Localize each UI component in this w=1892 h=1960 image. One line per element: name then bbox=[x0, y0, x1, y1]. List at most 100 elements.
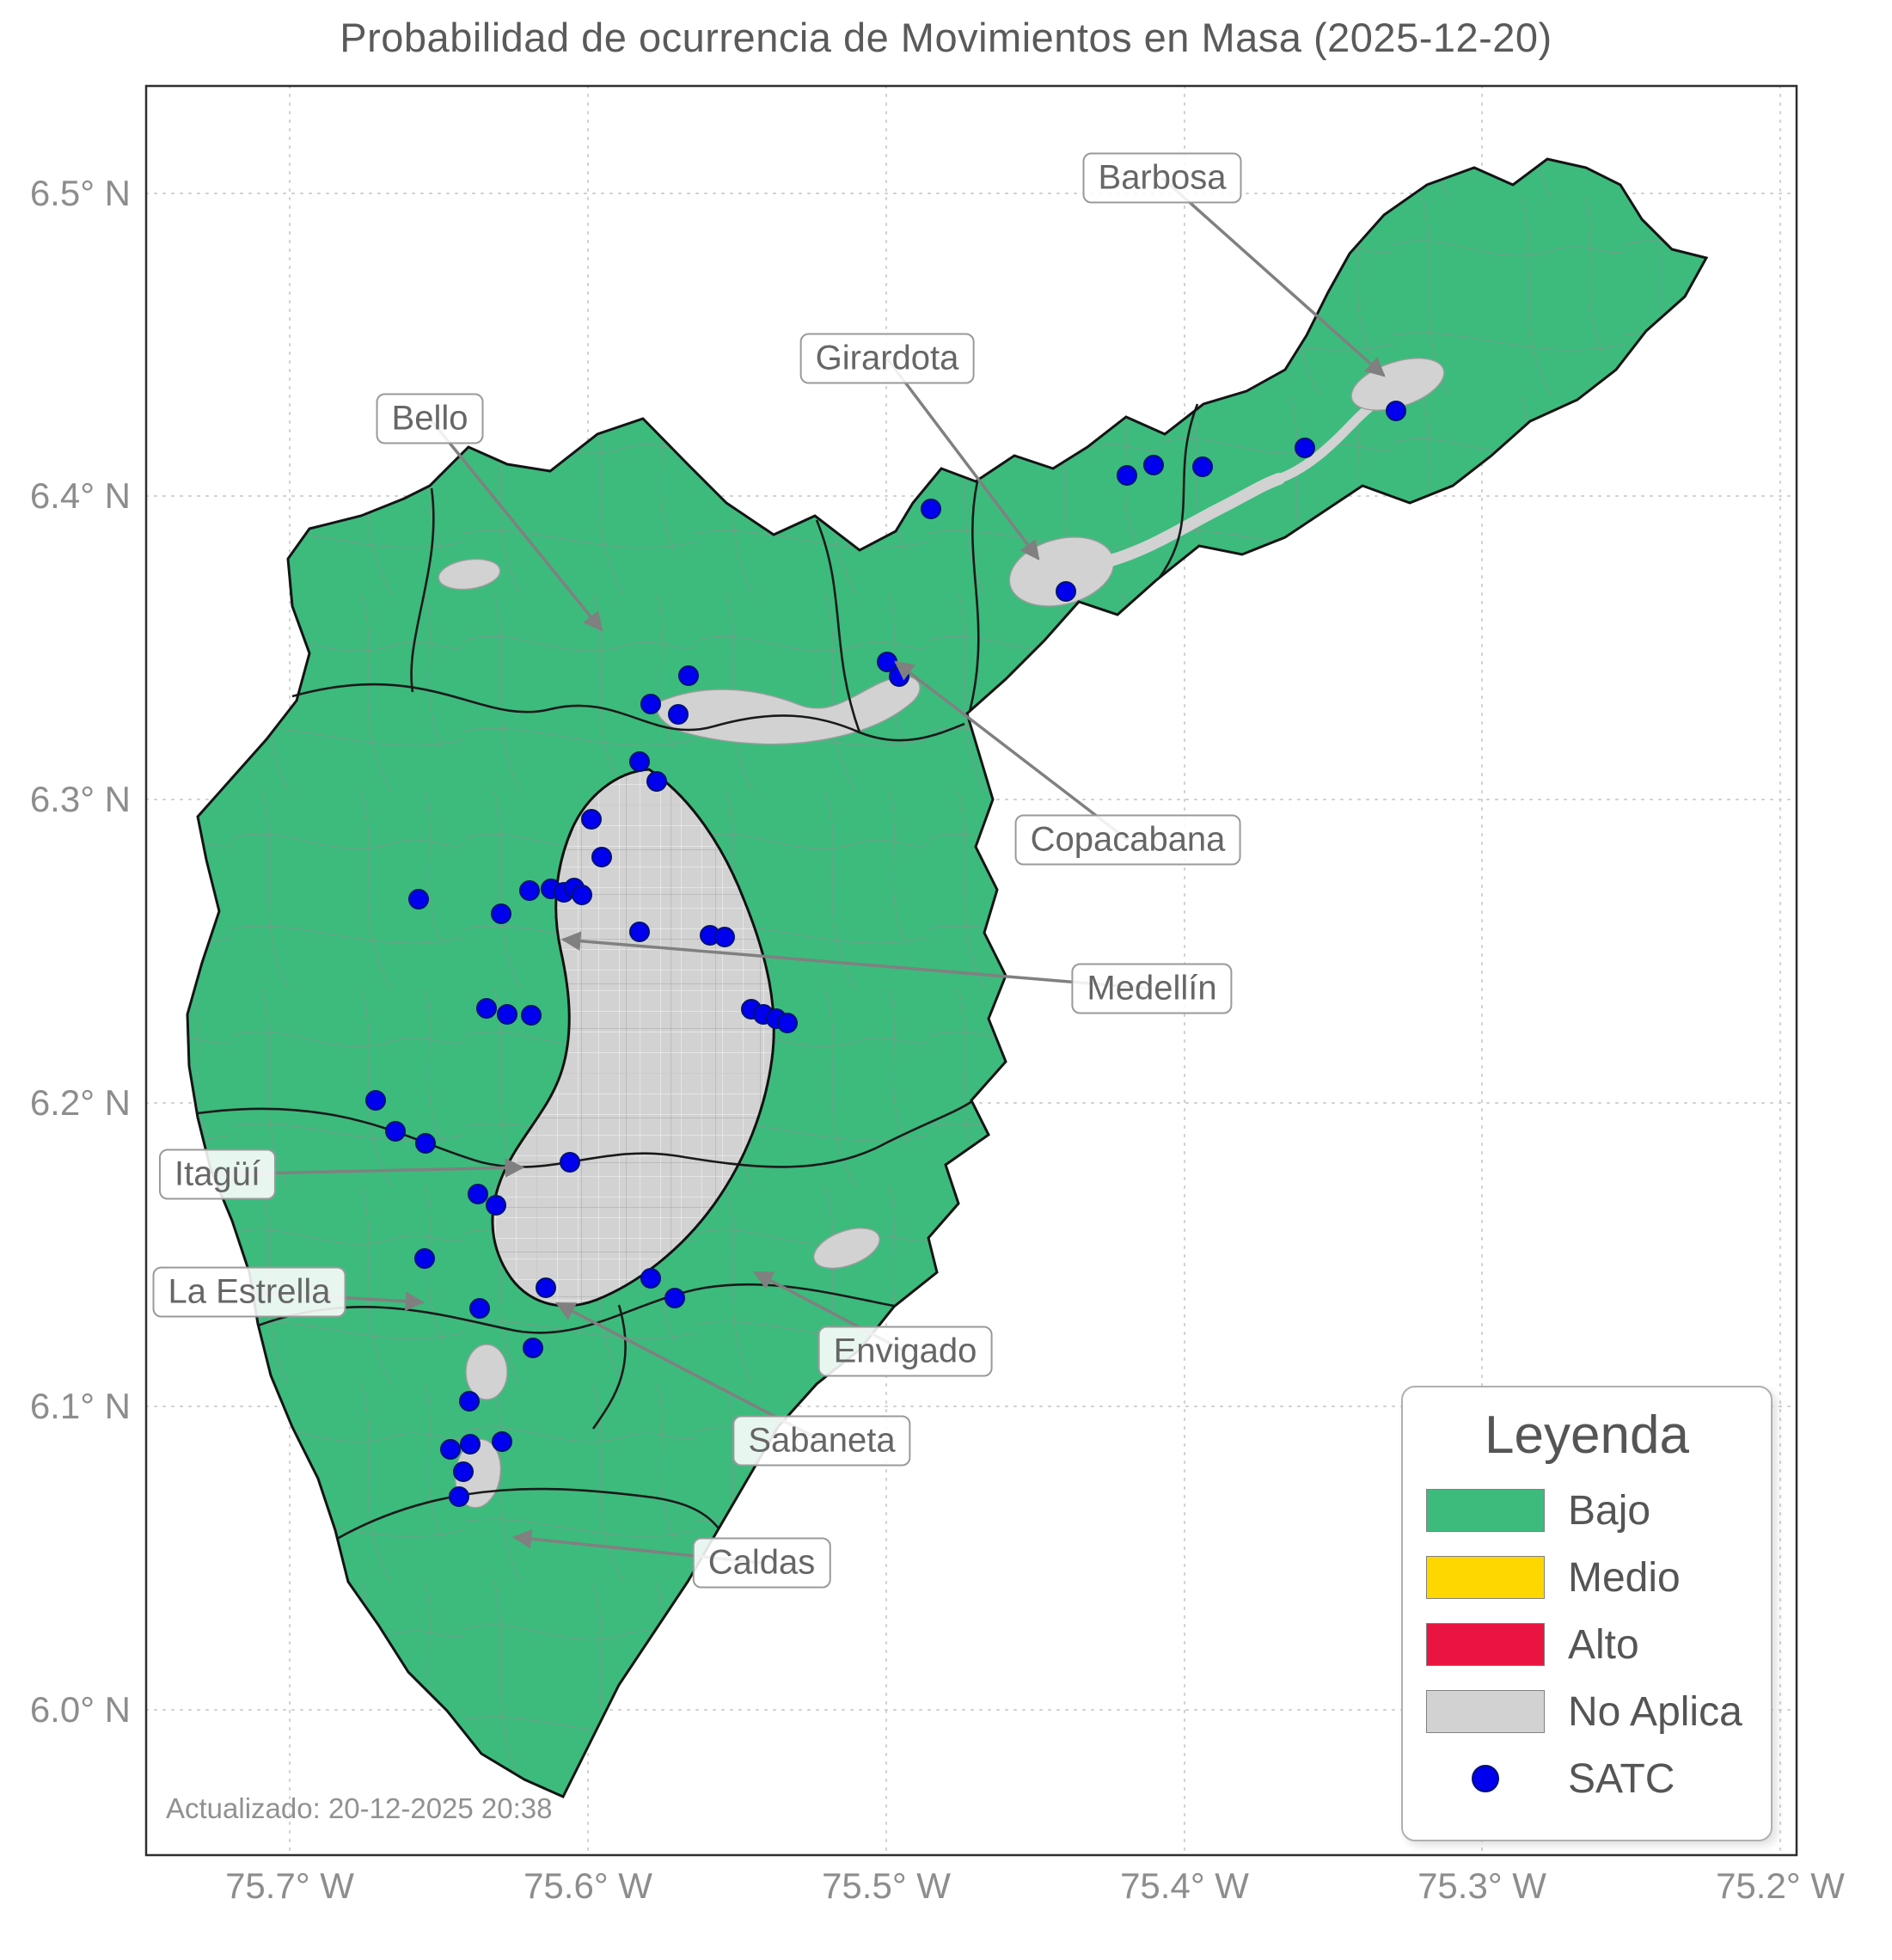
legend-item-satc: SATC bbox=[1425, 1755, 1771, 1802]
satc-point bbox=[449, 1486, 469, 1507]
satc-point bbox=[714, 927, 735, 947]
place-label-bello: Bello bbox=[376, 393, 484, 444]
legend-swatch-bajo bbox=[1426, 1489, 1545, 1532]
region-map bbox=[186, 157, 1708, 1798]
plot-frame bbox=[144, 84, 1798, 1857]
legend-item-bajo: Bajo bbox=[1425, 1487, 1771, 1534]
y-tick-label: 6.0° N bbox=[29, 1689, 131, 1730]
satc-point bbox=[1295, 438, 1315, 458]
satc-point bbox=[385, 1121, 406, 1142]
satc-point bbox=[415, 1133, 436, 1154]
place-label-sabaneta: Sabaneta bbox=[732, 1415, 911, 1467]
satc-point bbox=[440, 1439, 461, 1460]
x-tick-label: 75.7° W bbox=[225, 1865, 354, 1906]
urban-patch-envigado-east bbox=[813, 1228, 880, 1269]
legend-swatch-wrap bbox=[1425, 1556, 1546, 1599]
satc-point bbox=[497, 1004, 517, 1025]
satc-point bbox=[469, 1298, 490, 1319]
satc-point bbox=[640, 1268, 661, 1289]
satc-point bbox=[492, 1431, 512, 1452]
satc-point bbox=[664, 1288, 685, 1308]
x-tick-label: 75.5° W bbox=[822, 1865, 951, 1906]
place-label-itagui: Itagüí bbox=[158, 1148, 277, 1200]
satc-point bbox=[459, 1391, 480, 1412]
satc-point bbox=[629, 751, 650, 772]
legend-label-medio: Medio bbox=[1568, 1554, 1681, 1601]
annotation-arrow-girardota bbox=[885, 357, 1040, 560]
satc-point bbox=[523, 1338, 543, 1358]
place-label-barbosa: Barbosa bbox=[1082, 152, 1242, 204]
legend-swatch-wrap bbox=[1425, 1623, 1546, 1666]
legend-item-medio: Medio bbox=[1425, 1554, 1771, 1601]
place-label-girardota: Girardota bbox=[799, 333, 975, 384]
annotation-arrow-bello bbox=[428, 417, 603, 632]
place-label-copacabana: Copacabana bbox=[1014, 814, 1241, 866]
satc-point bbox=[521, 1005, 542, 1026]
satc-point bbox=[408, 889, 429, 910]
y-tick-label: 6.4° N bbox=[29, 475, 131, 516]
satc-points-layer bbox=[365, 401, 1406, 1507]
satc-point bbox=[1386, 401, 1406, 421]
annotation-arrow-barbosa bbox=[1160, 176, 1386, 377]
satc-point bbox=[1143, 455, 1164, 475]
x-tick-label: 75.3° W bbox=[1417, 1865, 1546, 1906]
legend-swatch-wrap bbox=[1425, 1489, 1546, 1532]
legend-label-satc: SATC bbox=[1568, 1755, 1675, 1802]
satc-point bbox=[460, 1434, 481, 1455]
satc-point bbox=[519, 880, 540, 901]
y-tick-label: 6.2° N bbox=[29, 1082, 131, 1123]
annotation-arrow-medellin bbox=[560, 931, 1153, 990]
urban-patch-northwest bbox=[438, 558, 501, 591]
satc-point bbox=[560, 1152, 580, 1173]
satc-point bbox=[629, 922, 650, 942]
satc-point bbox=[678, 665, 699, 686]
satc-point bbox=[921, 499, 941, 519]
urban-patch-la-estrella bbox=[465, 1344, 508, 1400]
satc-point bbox=[453, 1461, 474, 1482]
legend: Leyenda Bajo Medio Alto No Aplica SATC bbox=[1401, 1386, 1773, 1841]
y-tick-label: 6.5° N bbox=[29, 173, 131, 213]
legend-item-alto: Alto bbox=[1425, 1621, 1771, 1668]
x-tick-label: 75.6° W bbox=[524, 1865, 652, 1906]
legend-swatch-wrap bbox=[1425, 1690, 1546, 1733]
legend-label-bajo: Bajo bbox=[1568, 1487, 1651, 1534]
annotation-arrow-copacabana bbox=[894, 660, 1130, 842]
satc-point bbox=[365, 1090, 386, 1111]
chart-title: Probabilidad de ocurrencia de Movimiento… bbox=[340, 15, 1552, 60]
legend-dot-satc bbox=[1472, 1765, 1499, 1792]
place-label-envigado: Envigado bbox=[817, 1326, 993, 1377]
legend-label-no-aplica: No Aplica bbox=[1568, 1688, 1742, 1735]
legend-swatch-no-aplica bbox=[1426, 1690, 1545, 1733]
satc-point bbox=[486, 1195, 506, 1216]
urban-patch-bello bbox=[656, 676, 921, 745]
satc-point bbox=[777, 1013, 798, 1033]
satc-point bbox=[468, 1184, 488, 1204]
legend-label-alto: Alto bbox=[1568, 1621, 1639, 1668]
satc-point bbox=[581, 809, 602, 830]
updated-timestamp: Actualizado: 20-12-2025 20:38 bbox=[166, 1792, 553, 1824]
satc-point bbox=[1056, 581, 1076, 602]
x-tick-label: 75.2° W bbox=[1716, 1865, 1845, 1906]
place-label-la-estrella: La Estrella bbox=[152, 1266, 346, 1318]
satc-point bbox=[536, 1277, 556, 1298]
satc-point bbox=[414, 1248, 435, 1269]
legend-items: Bajo Medio Alto No Aplica SATC bbox=[1425, 1487, 1771, 1802]
satc-point bbox=[591, 847, 612, 867]
y-tick-label: 6.3° N bbox=[29, 779, 131, 819]
legend-title: Leyenda bbox=[1485, 1406, 1689, 1465]
legend-swatch-wrap bbox=[1425, 1765, 1546, 1792]
legend-item-no-aplica: No Aplica bbox=[1425, 1688, 1771, 1735]
place-label-medellin: Medellín bbox=[1071, 963, 1233, 1014]
legend-swatch-medio bbox=[1426, 1556, 1545, 1599]
legend-swatch-alto bbox=[1426, 1623, 1545, 1666]
satc-point bbox=[491, 903, 511, 924]
satc-point bbox=[640, 694, 661, 714]
river-strip bbox=[1105, 473, 1285, 567]
satc-point bbox=[1192, 456, 1213, 477]
satc-point bbox=[572, 885, 592, 905]
place-label-caldas: Caldas bbox=[692, 1537, 831, 1589]
satc-point bbox=[668, 704, 689, 725]
satc-point bbox=[1117, 465, 1137, 486]
